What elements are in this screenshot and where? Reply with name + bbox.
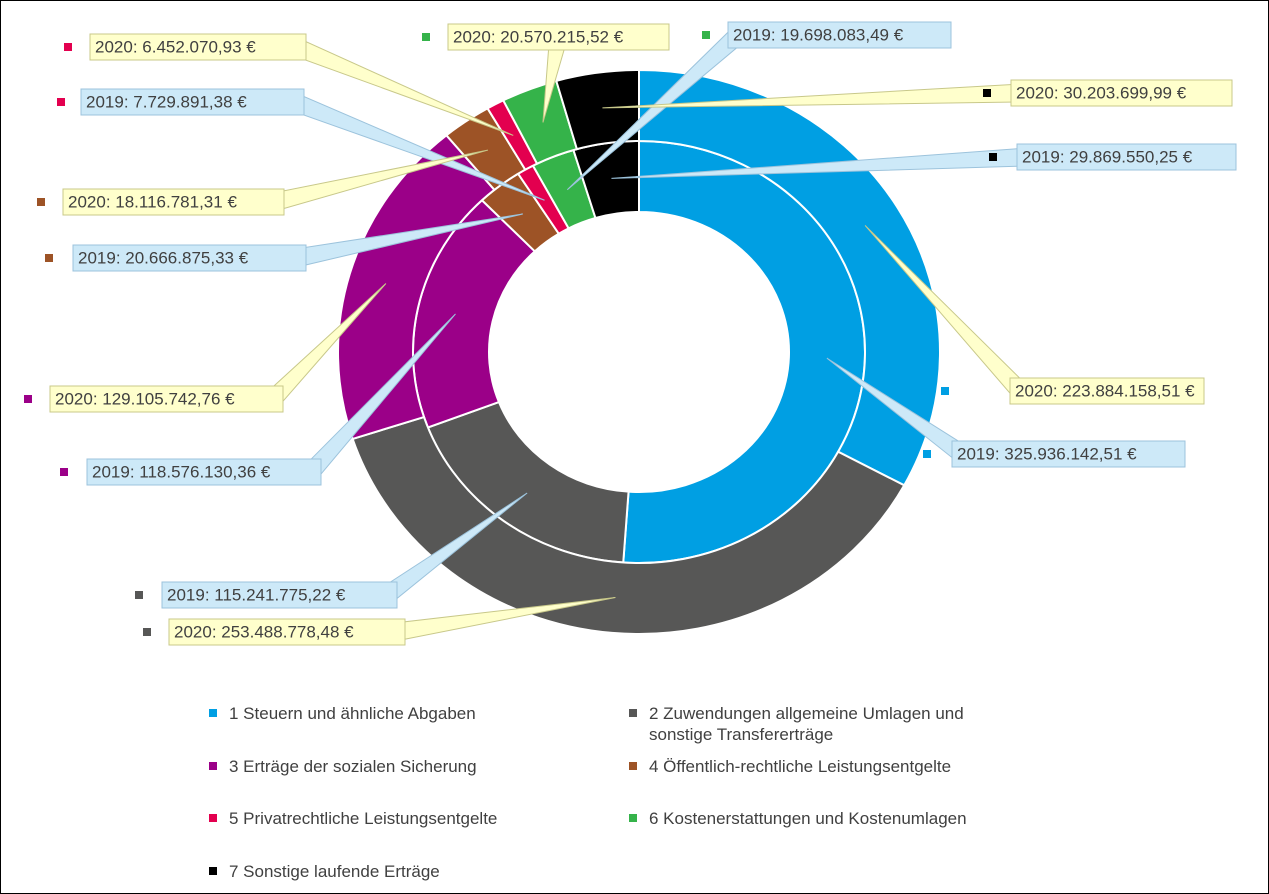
data-label: 2019: 20.666.875,33 €	[78, 248, 249, 267]
label-marker	[60, 468, 68, 476]
label-box	[89, 33, 307, 61]
legend-item: 1 Steuern und ähnliche Abgaben	[209, 703, 629, 724]
legend-label: 3 Erträge der sozialen Sicherung	[229, 757, 477, 776]
label-box	[161, 581, 398, 609]
data-label: 2020: 223.884.158,51 €	[1015, 381, 1195, 400]
legend-swatch	[209, 709, 217, 717]
label-box	[1016, 143, 1237, 171]
data-label: 2019: 325.936.142,51 €	[957, 444, 1137, 463]
legend-item: 7 Sonstige laufende Erträge	[209, 861, 629, 882]
label-marker	[702, 31, 710, 39]
label-box	[72, 244, 307, 272]
label-marker	[923, 450, 931, 458]
label-box	[62, 188, 285, 216]
legend-label: 5 Privatrechtliche Leistungsentgelte	[229, 809, 498, 828]
data-label: 2020: 20.570.215,52 €	[453, 27, 624, 46]
label-marker	[143, 628, 151, 636]
legend-swatch	[209, 867, 217, 875]
label-box	[1009, 377, 1205, 405]
label-box	[951, 440, 1186, 468]
legend-swatch	[629, 814, 637, 822]
data-label: 2019: 19.698.083,49 €	[733, 25, 904, 44]
legend-label: 1 Steuern und ähnliche Abgaben	[229, 704, 476, 723]
legend-item: 3 Erträge der sozialen Sicherung	[209, 756, 629, 777]
ring-segment	[351, 415, 906, 635]
data-label: 2020: 253.488.778,48 €	[174, 622, 354, 641]
label-marker	[57, 98, 65, 106]
legend-swatch	[209, 814, 217, 822]
label-marker	[422, 33, 430, 41]
label-box	[86, 458, 322, 486]
legend-swatch	[629, 762, 637, 770]
data-label: 2019: 118.576.130,36 €	[92, 462, 271, 481]
legend-item: 4 Öffentlich-rechtliche Leistungsentgelt…	[629, 756, 1049, 777]
legend-item: 5 Privatrechtliche Leistungsentgelte	[209, 808, 629, 829]
legend-label: 2 Zuwendungen allgemeine Umlagen und son…	[649, 704, 964, 744]
label-box	[1010, 79, 1233, 107]
label-marker	[989, 153, 997, 161]
label-marker	[64, 43, 72, 51]
data-label: 2019: 29.869.550,25 €	[1022, 147, 1193, 166]
data-label: 2020: 18.116.781,31 €	[68, 192, 237, 211]
label-marker	[24, 395, 32, 403]
legend-label: 4 Öffentlich-rechtliche Leistungsentgelt…	[649, 757, 952, 776]
legend-swatch	[209, 762, 217, 770]
label-marker	[941, 387, 949, 395]
label-marker	[983, 89, 991, 97]
data-label: 2020: 30.203.699,99 €	[1016, 83, 1187, 102]
label-box	[447, 23, 670, 51]
data-label: 2019: 7.729.891,38 €	[86, 92, 247, 111]
legend-label: 7 Sonstige laufende Erträge	[229, 862, 440, 881]
label-box	[168, 618, 406, 646]
data-label: 2020: 6.452.070,93 €	[95, 37, 256, 56]
data-label: 2019: 115.241.775,22 €	[167, 585, 346, 604]
legend-swatch	[629, 709, 637, 717]
label-box	[727, 21, 952, 49]
ring-segment	[555, 68, 640, 151]
label-box	[49, 385, 284, 413]
legend-item: 6 Kostenerstattungen und Kostenumlagen	[629, 808, 1049, 829]
data-label: 2020: 129.105.742,76 €	[55, 389, 235, 408]
label-marker	[37, 198, 45, 206]
label-marker	[135, 591, 143, 599]
legend-label: 6 Kostenerstattungen und Kostenumlagen	[649, 809, 967, 828]
legend-item: 2 Zuwendungen allgemeine Umlagen und son…	[629, 703, 1019, 745]
label-box	[80, 88, 305, 116]
label-marker	[45, 254, 53, 262]
